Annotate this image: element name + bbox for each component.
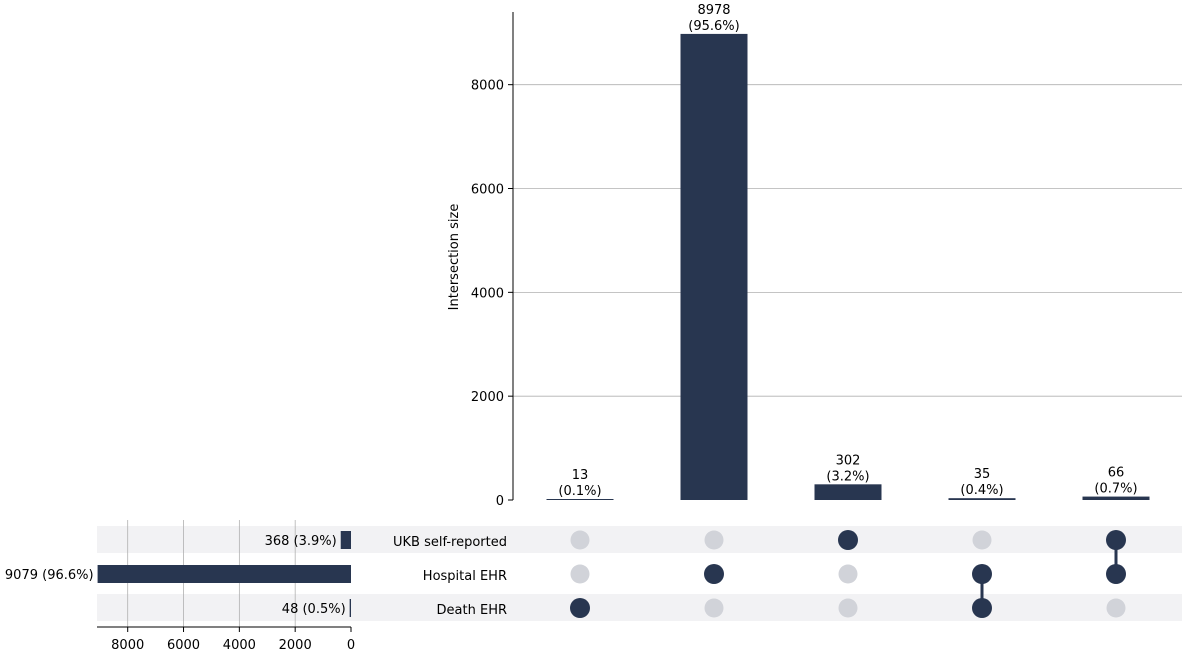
membership-dot-inactive <box>838 598 858 618</box>
y-tick-label: 6000 <box>471 183 504 198</box>
intersection-value-label: 66 <box>1108 466 1125 481</box>
set-axis-tick-label: 6000 <box>167 638 200 651</box>
set-size-x-axis: 8000 6000 4000 2000 0 <box>97 626 355 653</box>
set-size-bar <box>349 599 351 617</box>
intersection-bar <box>814 484 882 500</box>
membership-dot-inactive <box>704 530 724 550</box>
y-axis-label: Intersection size <box>447 204 462 311</box>
y-tick-label: 4000 <box>471 286 504 301</box>
intersection-bar <box>546 499 614 500</box>
membership-dot-active <box>704 564 724 584</box>
y-tick-label: 2000 <box>471 390 504 405</box>
set-name-label: Hospital EHR <box>423 569 507 584</box>
membership-dot-active <box>972 598 992 618</box>
membership-dot-inactive <box>570 564 590 584</box>
intersection-bar-labels: 13(0.1%) 8978(95.6%) 302(3.2%) 35(0.4%) 66(0… <box>558 3 1137 499</box>
set-size-labels: 368 (3.9%) 9079 (96.6%) 48 (0.5%) <box>5 534 346 617</box>
set-axis-tick-label: 0 <box>347 638 355 651</box>
set-size-bar <box>340 531 351 549</box>
set-size-bar <box>97 565 351 583</box>
intersection-value-label: 302 <box>836 453 861 468</box>
y-tick-label: 0 <box>496 494 504 509</box>
set-name-label: Death EHR <box>437 603 507 618</box>
membership-dot-inactive <box>704 598 724 618</box>
intersection-gridlines <box>513 84 1182 397</box>
set-names: UKB self-reported Hospital EHR Death EHR <box>393 535 507 618</box>
matrix-row-stripe <box>97 594 1182 621</box>
intersection-value-label: 35 <box>974 467 991 482</box>
intersection-value-label: 13 <box>572 468 589 483</box>
matrix-row-stripes <box>97 526 1182 621</box>
set-size-label: 9079 (96.6%) <box>5 568 94 583</box>
y-tick-label: 8000 <box>471 79 504 94</box>
membership-dot-active <box>838 530 858 550</box>
intersection-percent-label: (0.1%) <box>558 484 601 499</box>
set-size-bars <box>97 531 351 617</box>
intersection-percent-label: (95.6%) <box>688 19 739 34</box>
membership-dot-inactive <box>972 530 992 550</box>
intersection-bar <box>680 33 748 501</box>
membership-dot-active <box>570 598 590 618</box>
set-size-label: 48 (0.5%) <box>282 602 346 617</box>
intersection-bar <box>948 498 1016 500</box>
membership-dot-inactive <box>1106 598 1126 618</box>
intersection-bar <box>1082 496 1150 500</box>
membership-dot-active <box>1106 564 1126 584</box>
matrix-row-stripe <box>97 526 1182 553</box>
set-size-label: 368 (3.9%) <box>265 534 337 549</box>
membership-dot-active <box>972 564 992 584</box>
intersection-y-axis: 0 2000 4000 6000 8000 <box>471 12 514 509</box>
intersection-bars <box>546 33 1150 501</box>
set-axis-tick-label: 4000 <box>223 638 256 651</box>
set-name-label: UKB self-reported <box>393 535 507 550</box>
membership-matrix <box>570 530 1126 618</box>
membership-dot-active <box>1106 530 1126 550</box>
intersection-value-label: 8978 <box>697 3 730 18</box>
intersection-percent-label: (0.4%) <box>960 483 1003 498</box>
membership-dot-inactive <box>838 564 858 584</box>
intersection-percent-label: (3.2%) <box>826 469 869 484</box>
set-axis-tick-label: 2000 <box>279 638 312 651</box>
set-axis-tick-label: 8000 <box>111 638 144 651</box>
membership-dot-inactive <box>570 530 590 550</box>
intersection-percent-label: (0.7%) <box>1094 482 1137 497</box>
